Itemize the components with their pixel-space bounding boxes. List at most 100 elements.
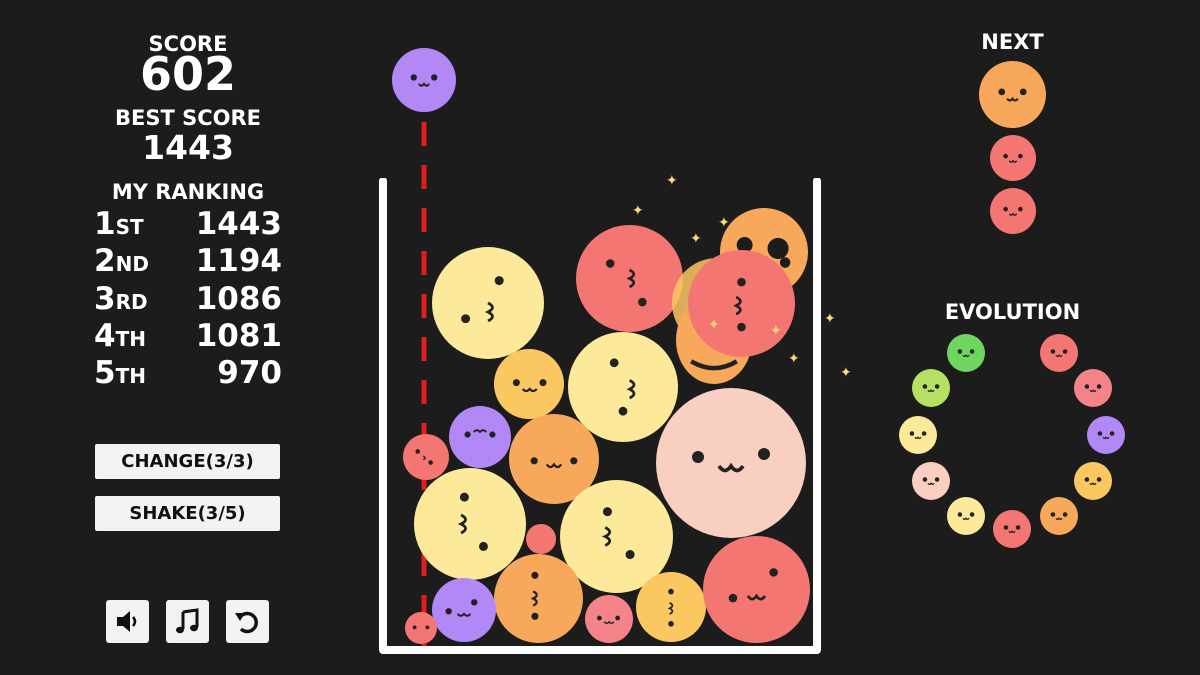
ranking-score: 1443 [195, 206, 282, 242]
smiley-face-icon [530, 457, 578, 469]
smiley-face-icon [1084, 477, 1102, 486]
next-label: NEXT [981, 30, 1044, 54]
sound-button[interactable] [106, 600, 149, 643]
ranking-position: 3RD [94, 281, 148, 317]
smiley-face-icon [1050, 349, 1068, 358]
evolution-stage-ball [1074, 369, 1112, 407]
smiley-face-icon [461, 276, 504, 324]
yellow-orange-ball [636, 572, 706, 642]
ranking-row: 1ST 1443 [94, 206, 282, 243]
red-ball [405, 612, 437, 644]
ranking-row: 3RD 1086 [94, 281, 282, 318]
next-ball [979, 61, 1046, 128]
ranking-title: MY RANKING [111, 180, 265, 204]
ranking-score: 970 [217, 355, 282, 391]
yellow-ball [414, 468, 526, 580]
smiley-face-icon [602, 507, 635, 560]
smiley-face-icon [445, 599, 478, 617]
evolution-stage-ball [1040, 497, 1078, 535]
evolution-label: EVOLUTION [944, 300, 1081, 324]
peach-ball [656, 388, 806, 538]
ranking-row: 5TH 970 [94, 355, 282, 392]
evolution-stage-ball [912, 369, 950, 407]
sparkle-icon: ✦ [824, 311, 836, 327]
best-score-value: 1443 [142, 128, 234, 167]
smiley-face-icon [957, 349, 975, 358]
smiley-face-icon [690, 359, 738, 371]
red-ball [703, 536, 810, 643]
smiley-face-icon [957, 512, 975, 521]
smiley-face-icon [733, 277, 746, 332]
red-ball [576, 225, 683, 332]
red-ball [526, 524, 556, 554]
speaker-icon [117, 611, 137, 632]
music-note-icon [176, 608, 199, 634]
smiley-face-icon [1050, 512, 1068, 521]
pink-ball [585, 595, 633, 643]
score-value: 602 [139, 47, 237, 101]
smiley-face-icon [597, 615, 621, 625]
smiley-face-icon [410, 74, 438, 87]
purple-ball [449, 406, 511, 468]
evolution-stage-ball [947, 497, 985, 535]
fruit-container [379, 178, 821, 654]
ranking-row: 4TH 1081 [94, 318, 282, 355]
smiley-face-icon [728, 568, 778, 603]
sparkle-icon: ✦ [788, 351, 800, 367]
sparkle-icon: ✦ [666, 173, 678, 189]
sparkle-icon: ✦ [718, 215, 730, 231]
evolution-stage-ball [1087, 416, 1125, 454]
evolution-stage-ball [1074, 462, 1112, 500]
yellow-ball [568, 332, 678, 442]
ranking-score: 1081 [195, 318, 282, 354]
ranking-position: 4TH [94, 318, 146, 354]
change-button[interactable]: CHANGE(3/3) [95, 444, 280, 479]
score-label: SCORE [148, 32, 228, 56]
sparkle-icon: ✦ [840, 365, 852, 381]
smiley-face-icon [512, 379, 547, 393]
smiley-face-icon [464, 429, 496, 438]
smiley-face-icon [922, 477, 940, 486]
smiley-face-icon [415, 449, 433, 465]
ranking-row: 2ND 1194 [94, 243, 282, 280]
evolution-stage-ball [1040, 334, 1078, 372]
red-ball [403, 434, 449, 480]
smiley-face-icon [667, 588, 674, 627]
ranking-score: 1194 [195, 243, 282, 279]
restart-icon [235, 611, 258, 634]
smiley-face-icon [909, 431, 927, 440]
evolution-stage-ball [912, 462, 950, 500]
sparkle-icon: ✦ [690, 231, 702, 247]
next-ball [990, 188, 1036, 234]
purple-ball [432, 578, 496, 642]
smiley-face-icon [1084, 384, 1102, 393]
next-ball [990, 135, 1036, 181]
smiley-face-icon [998, 88, 1027, 102]
smiley-face-icon [1003, 153, 1023, 163]
smiley-face-icon [1003, 525, 1021, 534]
red-ball [688, 250, 795, 357]
ranking-position: 5TH [94, 355, 146, 391]
current-drop-ball[interactable] [392, 48, 456, 112]
ranking-position: 1ST [94, 206, 144, 242]
evolution-stage-ball [947, 334, 985, 372]
ranking-position: 2ND [94, 243, 149, 279]
smiley-face-icon [412, 625, 430, 630]
shake-button[interactable]: SHAKE(3/5) [95, 496, 280, 531]
evolution-stage-ball [899, 416, 937, 454]
yellow-ball [560, 480, 673, 593]
yellow-orange-ball [494, 349, 564, 419]
smiley-face-icon [457, 492, 488, 551]
sparkle-icon: ✦ [708, 317, 720, 333]
sparkle-icon: ✦ [770, 323, 782, 339]
music-button[interactable] [166, 600, 209, 643]
smiley-face-icon [1097, 431, 1115, 440]
smiley-face-icon [922, 384, 940, 393]
sparkle-icon: ✦ [632, 203, 644, 219]
smiley-face-icon [609, 358, 636, 416]
smiley-face-icon [605, 259, 647, 307]
ranking-score: 1086 [195, 281, 282, 317]
smiley-face-icon [692, 448, 770, 473]
restart-button[interactable] [226, 600, 269, 643]
orange-ball [494, 554, 583, 643]
